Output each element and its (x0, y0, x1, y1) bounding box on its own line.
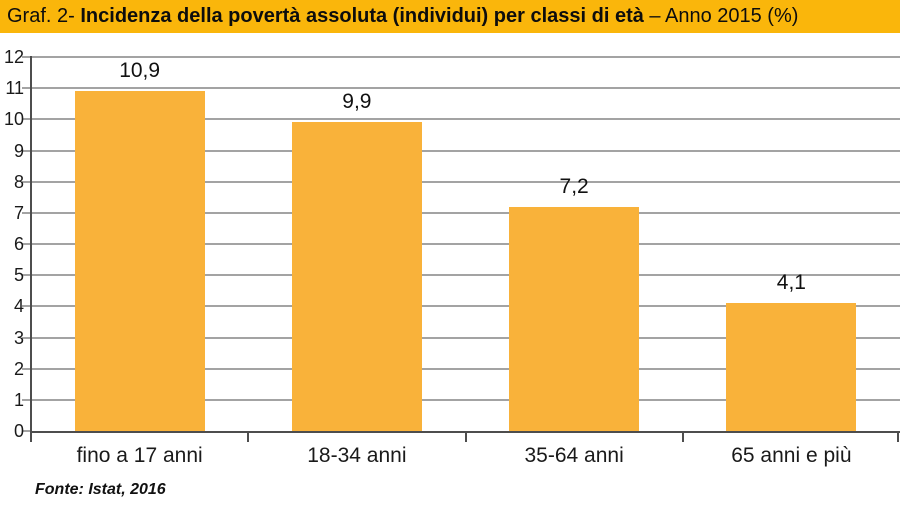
y-axis-tick (22, 336, 30, 339)
y-axis-tick (22, 305, 30, 308)
y-axis-tick (22, 367, 30, 370)
bar (726, 303, 857, 431)
y-axis-tick-label: 1 (13, 389, 24, 410)
gridline (31, 180, 900, 183)
chart-title-main: Incidenza della povertà assoluta (indivi… (80, 5, 644, 27)
y-axis-tick (22, 87, 30, 90)
bar-value-label: 4,1 (776, 271, 806, 295)
bar (509, 206, 640, 431)
y-axis-tick-label: 5 (13, 265, 24, 286)
y-axis-tick-label: 7 (13, 202, 24, 223)
y-axis-tick (22, 118, 30, 121)
y-axis-tick (22, 274, 30, 277)
y-axis-tick-label: 9 (13, 140, 24, 161)
y-axis-tick-label: 12 (3, 47, 24, 67)
bar (291, 122, 422, 431)
gridline (31, 243, 900, 245)
bar-value-label: 9,9 (342, 90, 372, 114)
y-axis-tick-label: 8 (13, 171, 24, 192)
y-axis-tick (22, 211, 30, 214)
category-label: fino a 17 anni (76, 444, 203, 467)
gridline (31, 336, 900, 339)
x-axis-tick (897, 433, 899, 442)
bar-value-label: 10,9 (119, 59, 161, 83)
bar (74, 91, 205, 431)
chart-title-prefix: Graf. 2- (7, 5, 81, 27)
y-axis-tick (22, 180, 30, 183)
y-axis-tick-label: 2 (13, 358, 24, 379)
gridline (31, 149, 900, 152)
x-axis-tick (464, 433, 467, 442)
x-axis-tick (681, 433, 684, 442)
source-note: Fonte: Istat, 2016 (35, 481, 166, 498)
gridline (31, 211, 900, 214)
category-label: 65 anni e più (731, 444, 852, 467)
x-axis-line (30, 431, 900, 433)
x-axis-tick (30, 433, 32, 442)
y-axis-tick-label: 3 (13, 327, 24, 348)
y-axis-line (30, 56, 32, 434)
y-axis-tick (22, 56, 30, 58)
y-axis-tick (22, 430, 30, 432)
category-label: 18-34 anni (307, 444, 407, 467)
category-label: 35-64 anni (524, 444, 624, 467)
y-axis-tick-label: 0 (13, 421, 24, 441)
gridline (31, 56, 900, 58)
gridline (31, 118, 900, 121)
y-axis-tick-label: 4 (13, 296, 24, 317)
gridline (31, 274, 900, 277)
y-axis-tick (22, 398, 30, 401)
gridline (31, 367, 900, 370)
gridline (31, 87, 900, 90)
y-axis-tick (22, 243, 30, 245)
y-axis-tick-label: 6 (13, 234, 24, 254)
gridline (31, 398, 900, 401)
chart-title-bar: Graf. 2- Incidenza della povertà assolut… (0, 0, 900, 33)
y-axis-tick (22, 149, 30, 152)
bar-value-label: 7,2 (559, 174, 589, 198)
x-axis-tick (247, 433, 250, 442)
y-axis-tick-label: 11 (5, 78, 24, 99)
chart-title-suffix: – Anno 2015 (%) (643, 5, 799, 27)
gridline (31, 305, 900, 308)
y-axis-tick-label: 10 (3, 109, 24, 130)
